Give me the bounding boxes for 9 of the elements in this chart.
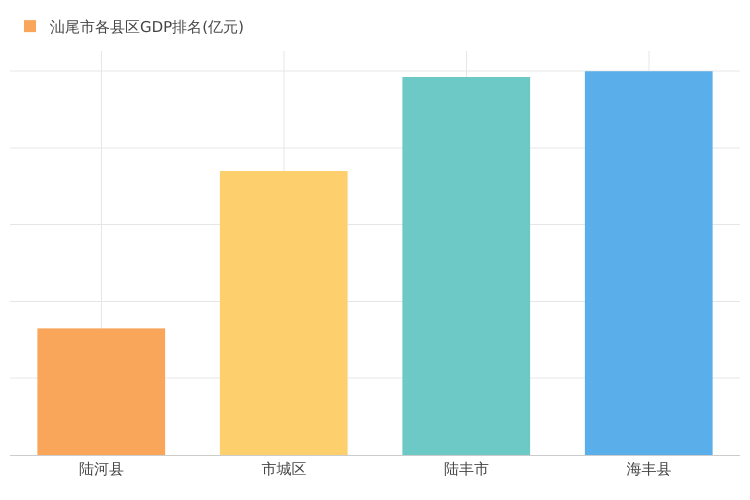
bar	[584, 71, 713, 455]
x-tick-label: 海丰县	[626, 460, 672, 478]
x-tick-label: 陆丰市	[444, 460, 489, 478]
bar	[402, 76, 530, 455]
legend-label: 汕尾市各县区GDP排名(亿元)	[50, 18, 244, 36]
x-tick-label: 陆河县	[78, 460, 124, 478]
bar	[220, 170, 348, 455]
x-tick-label: 市城区	[261, 460, 306, 478]
bar	[37, 328, 166, 455]
